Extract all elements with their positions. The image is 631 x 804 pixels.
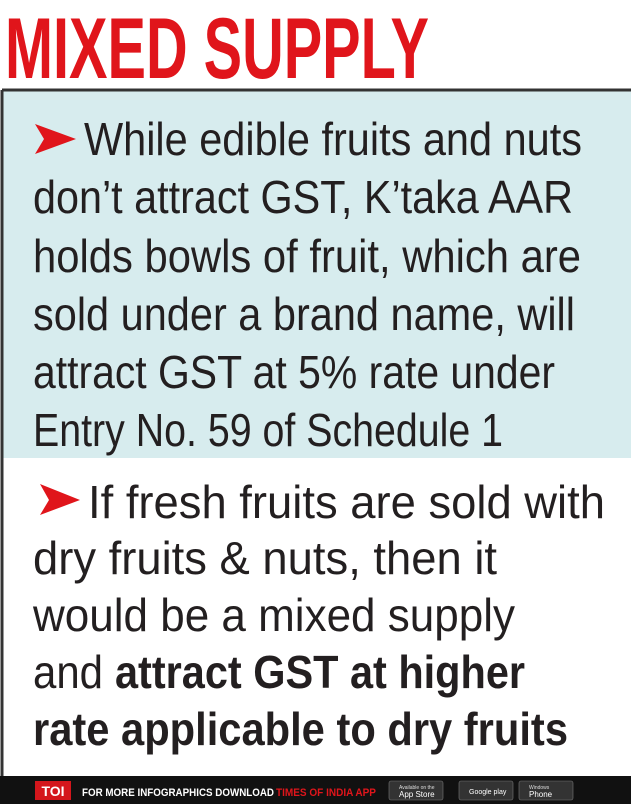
badge-small-text: Available on the (399, 785, 435, 791)
body-line: While edible fruits and nuts (84, 113, 582, 165)
body-bold-line: rate applicable to dry fruits (33, 703, 568, 755)
body-line: would be a mixed supply (32, 589, 515, 641)
logo: TOI (41, 783, 64, 799)
body-line: dry fruits & nuts, then it (33, 532, 497, 584)
badge-label: Google play (469, 789, 507, 796)
badge-label: Phone (529, 790, 553, 799)
store-badge (458, 780, 514, 801)
panel-1 (2, 90, 631, 458)
body-line: If fresh fruits are sold with (88, 476, 605, 528)
title: MIXED SUPPLY (5, 1, 429, 97)
body-bold-line: attract GST at higher (115, 646, 525, 698)
store-badge (518, 780, 574, 801)
footer-text: FOR MORE INFOGRAPHICS DOWNLOAD (82, 787, 274, 799)
body-line: Entry No. 59 of Schedule 1 (33, 404, 503, 456)
badge-small-text: Windows (529, 785, 550, 791)
logo-box (35, 781, 71, 800)
body-line: holds bowls of fruit, which are (33, 230, 581, 282)
bullet-arrow (35, 124, 76, 154)
body-line: attract GST at 5% rate under (33, 346, 555, 398)
body-line: don’t attract GST, K’taka AAR (33, 171, 573, 223)
store-badge (388, 780, 444, 801)
body-line: sold under a brand name, will (33, 288, 575, 340)
footer-app: TIMES OF INDIA APP (276, 787, 376, 799)
body-line: and (33, 646, 103, 698)
badge-label: App Store (399, 790, 435, 799)
bullet-arrow (40, 484, 80, 515)
